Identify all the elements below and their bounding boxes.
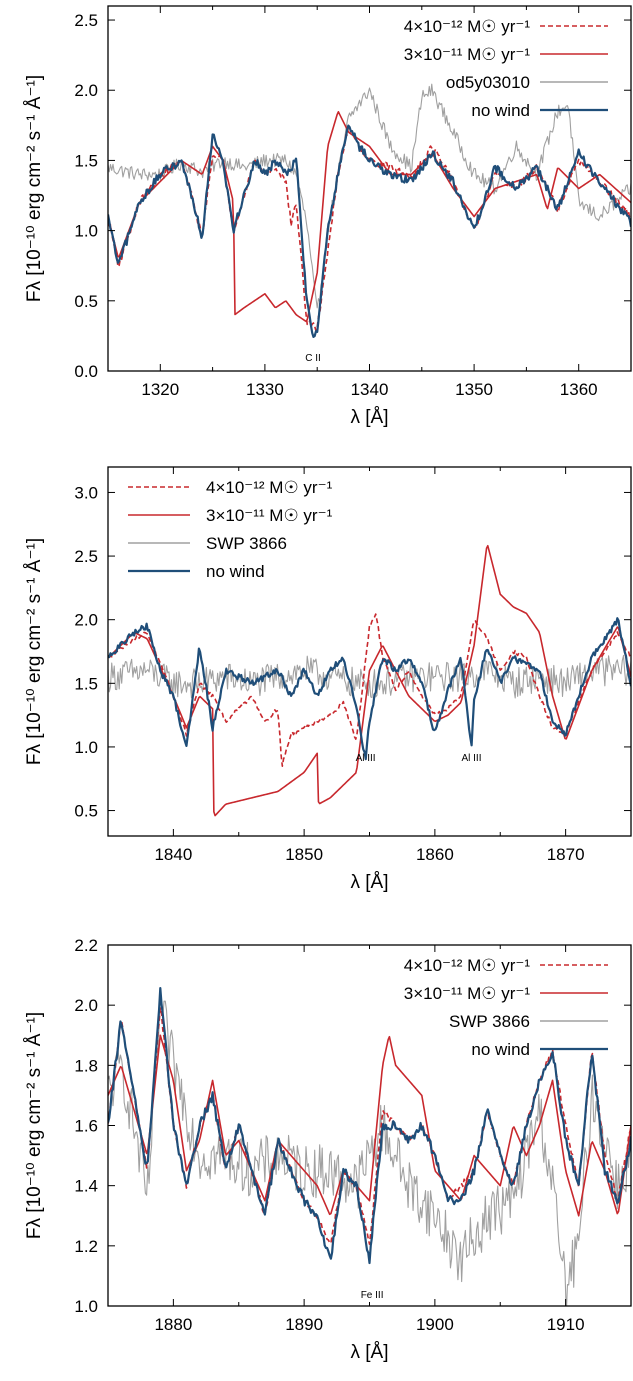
x-tick-label: 1360 [560, 380, 598, 399]
y-tick-label: 2.2 [74, 936, 98, 955]
y-axis-label: Fλ [10⁻¹⁰ erg cm⁻² s⁻¹ Å⁻¹] [24, 538, 45, 765]
y-tick-label: 0.5 [74, 292, 98, 311]
legend-label: no wind [206, 562, 265, 581]
x-tick-label: 1320 [141, 380, 179, 399]
line-annotation: Fe III [361, 1290, 384, 1301]
y-tick-label: 1.5 [74, 674, 98, 693]
y-tick-label: 2.0 [74, 611, 98, 630]
series-group [108, 544, 631, 817]
series-line-swp-3866 [108, 994, 631, 1306]
x-tick-label: 1350 [455, 380, 493, 399]
chart-panel-2: 1840 1850 1860 1870 0.5 1.0 1.5 2.0 2.5 3.0 λ [Å] F… [24, 466, 632, 893]
chart-panel-3: 1880 1890 1900 1910 1.0 1.2 1.4 1.6 1.8 2.0 2.2 λ [… [24, 936, 632, 1363]
x-axis-label: λ [Å] [350, 407, 388, 428]
y-tick-label: 1.2 [74, 1237, 98, 1256]
legend: 4×10⁻¹² M☉ yr⁻¹ 3×10⁻¹¹ M☉ yr⁻¹ SWP 3866 no… [128, 478, 333, 581]
legend: 4×10⁻¹² M☉ yr⁻¹ 3×10⁻¹¹ M☉ yr⁻¹ SWP 3866 no… [404, 956, 608, 1059]
y-tick-label: 1.6 [74, 1117, 98, 1136]
y-tick-label: 1.0 [74, 222, 98, 241]
legend-label: od5y03010 [446, 73, 530, 92]
legend-label: SWP 3866 [449, 1012, 530, 1031]
y-tick-label: 1.0 [74, 1297, 98, 1316]
y-tick-label: 0.0 [74, 362, 98, 381]
chart-panel-1: 1320 1330 1340 1350 1360 0.0 0.5 1.0 1.5 2.0 2.5 λ … [24, 5, 632, 428]
y-tick-label: 1.5 [74, 151, 98, 170]
series-line-3-10-m-yr- [108, 544, 631, 817]
series-line-4-10-m-yr- [108, 613, 631, 767]
y-tick-label: 2.5 [74, 11, 98, 30]
series-group [108, 83, 631, 339]
y-tick-label: 2.0 [74, 81, 98, 100]
x-tick-label: 1910 [547, 1315, 585, 1334]
y-tick-label: 2.5 [74, 547, 98, 566]
legend-label: SWP 3866 [206, 534, 287, 553]
series-line-no-wind [108, 617, 631, 761]
legend-label: 4×10⁻¹² M☉ yr⁻¹ [404, 17, 531, 36]
series-line-no-wind [108, 124, 631, 339]
legend: 4×10⁻¹² M☉ yr⁻¹ 3×10⁻¹¹ M☉ yr⁻¹ od5y03010 n… [404, 17, 608, 120]
x-axis-label: λ [Å] [350, 1342, 388, 1363]
legend-label: 4×10⁻¹² M☉ yr⁻¹ [404, 956, 531, 975]
x-tick-label: 1340 [351, 380, 389, 399]
series-line-no-wind [108, 987, 631, 1265]
y-tick-label: 3.0 [74, 483, 98, 502]
x-tick-label: 1870 [547, 845, 585, 864]
line-annotation: Al III [461, 753, 481, 764]
y-tick-label: 1.0 [74, 738, 98, 757]
y-tick-label: 2.0 [74, 996, 98, 1015]
plot-frame [107, 466, 632, 837]
legend-label: no wind [471, 101, 530, 120]
legend-label: 3×10⁻¹¹ M☉ yr⁻¹ [404, 45, 531, 64]
y-tick-label: 1.8 [74, 1056, 98, 1075]
legend-label: 4×10⁻¹² M☉ yr⁻¹ [206, 478, 333, 497]
line-annotation: C II [305, 353, 321, 364]
legend-label: no wind [471, 1040, 530, 1059]
series-group [108, 987, 631, 1306]
legend-label: 3×10⁻¹¹ M☉ yr⁻¹ [404, 984, 531, 1003]
x-axis-label: λ [Å] [350, 872, 388, 893]
x-tick-label: 1890 [285, 1315, 323, 1334]
series-line-4-10-m-yr- [108, 125, 631, 332]
x-tick-label: 1900 [416, 1315, 454, 1334]
series-line-3-10-m-yr- [108, 110, 631, 323]
x-tick-label: 1840 [154, 845, 192, 864]
x-tick-label: 1860 [416, 845, 454, 864]
y-tick-label: 1.4 [74, 1177, 98, 1196]
legend-label: 3×10⁻¹¹ M☉ yr⁻¹ [206, 506, 333, 525]
y-axis-label: Fλ [10⁻¹⁰ erg cm⁻² s⁻¹ Å⁻¹] [24, 1012, 45, 1239]
x-tick-label: 1880 [154, 1315, 192, 1334]
y-axis-label: Fλ [10⁻¹⁰ erg cm⁻² s⁻¹ Å⁻¹] [24, 75, 45, 302]
y-tick-label: 0.5 [74, 802, 98, 821]
line-annotation: Al III [356, 753, 376, 764]
x-tick-label: 1850 [285, 845, 323, 864]
x-tick-label: 1330 [246, 380, 284, 399]
